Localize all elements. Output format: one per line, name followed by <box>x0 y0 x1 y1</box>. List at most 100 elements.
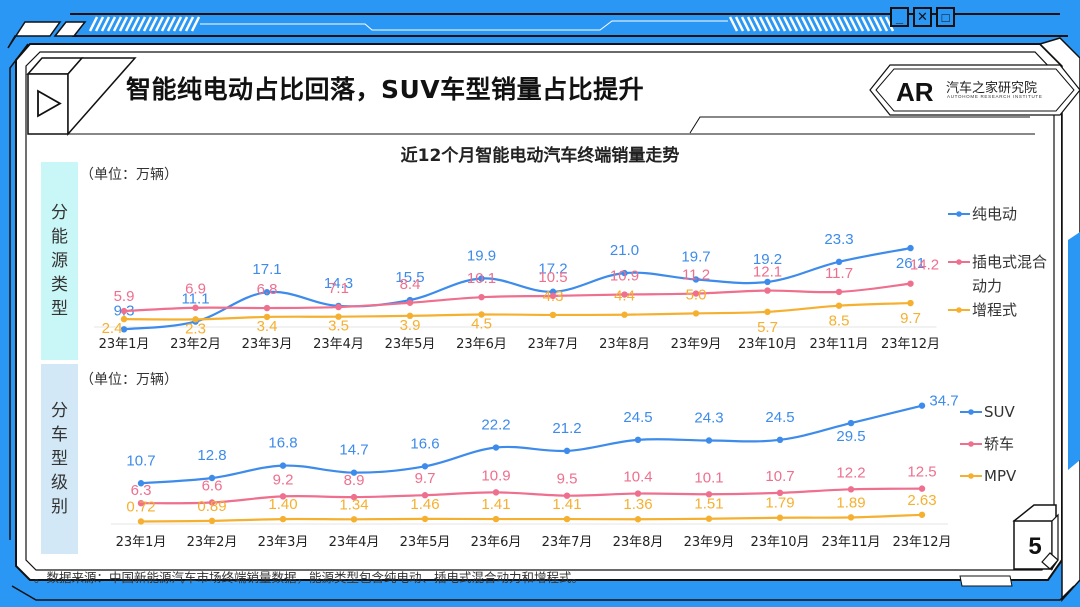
x-tick-label: 23年4月 <box>329 535 380 550</box>
data-label: 6.8 <box>257 281 278 298</box>
section-label-char: 车 <box>51 425 68 445</box>
data-label: 12.5 <box>907 464 936 481</box>
data-point <box>192 304 199 311</box>
x-tick-label: 23年9月 <box>671 337 722 352</box>
data-label: 0.72 <box>126 498 155 515</box>
minimize-button[interactable]: _ <box>890 7 909 27</box>
data-point <box>478 311 485 318</box>
data-label: 10.7 <box>765 468 794 485</box>
data-label: 5.0 <box>686 286 707 303</box>
data-point <box>621 291 628 298</box>
data-point <box>478 275 485 282</box>
data-label: 16.8 <box>268 435 297 452</box>
series-line-1 <box>140 487 923 505</box>
data-label: 9.5 <box>557 471 578 488</box>
data-point <box>918 511 926 518</box>
data-point <box>279 515 287 523</box>
data-label: 10.9 <box>610 268 639 285</box>
x-tick-label: 23年3月 <box>242 337 293 352</box>
hatch-left <box>88 16 201 32</box>
x-tick-label: 23年6月 <box>471 535 522 550</box>
data-point <box>350 469 358 476</box>
data-point <box>279 462 287 469</box>
data-label: 3.9 <box>400 317 421 334</box>
data-point <box>764 308 771 316</box>
data-point <box>907 244 914 252</box>
section-label-char: 分 <box>51 401 68 421</box>
data-point <box>918 485 926 492</box>
section-label-char: 分 <box>51 203 68 223</box>
maximize-button[interactable]: □ <box>936 7 955 27</box>
close-button[interactable]: ✕ <box>913 7 932 27</box>
data-label: 11.1 <box>181 291 209 308</box>
data-point <box>137 518 145 525</box>
data-label: 26.1 <box>896 255 925 272</box>
footnote: 。数据来源：中国新能源汽车市场终端销量数据，能源类型包含纯电动、插电式混合动力和… <box>34 570 585 585</box>
data-point <box>764 278 771 286</box>
data-point <box>835 288 843 296</box>
series-line-2 <box>140 513 923 523</box>
legend-label: SUV <box>984 403 1016 421</box>
data-label: 10.4 <box>623 469 652 486</box>
data-point <box>279 493 287 500</box>
data-label: 4.4 <box>614 288 635 305</box>
data-point <box>335 313 342 320</box>
legend-marker <box>968 473 974 479</box>
legend-label: 插电式混合 <box>972 253 1047 271</box>
legend-label: 增程式 <box>972 301 1017 319</box>
data-label: 21.0 <box>610 242 639 259</box>
data-point <box>705 515 713 522</box>
data-point <box>907 280 914 287</box>
data-point <box>705 437 713 444</box>
data-point <box>208 499 216 506</box>
x-tick-label: 23年5月 <box>400 535 451 550</box>
x-tick-label: 23年12月 <box>881 337 940 352</box>
data-label: 22.2 <box>481 417 510 434</box>
legend-label: 轿车 <box>984 435 1014 453</box>
data-point <box>907 299 914 307</box>
data-label: 6.9 <box>185 281 206 298</box>
x-tick-label: 23年11月 <box>809 337 868 352</box>
data-point <box>350 493 358 501</box>
x-tick-label: 23年3月 <box>258 535 309 550</box>
data-point <box>692 310 700 317</box>
close-icon: ✕ <box>917 9 928 24</box>
data-point <box>263 289 271 296</box>
play-icon <box>37 89 62 118</box>
data-point <box>776 436 784 444</box>
data-point <box>549 292 557 300</box>
data-label: 1.34 <box>339 496 368 513</box>
data-label: 8.4 <box>400 276 421 293</box>
hatch-right <box>728 16 895 32</box>
data-label: 10.1 <box>694 469 723 486</box>
data-point <box>634 490 642 497</box>
data-label: 2.3 <box>185 320 206 337</box>
x-tick-label: 23年11月 <box>821 535 880 550</box>
section-label-char: 级 <box>51 473 68 493</box>
data-label: 17.1 <box>252 261 281 278</box>
data-point <box>692 276 700 283</box>
data-label: 6.3 <box>131 482 152 499</box>
section-label-vehicle: 分车型级别 <box>41 364 78 554</box>
data-label: 14.7 <box>339 442 368 459</box>
data-label: 4.5 <box>471 316 492 333</box>
data-label: 9.7 <box>900 310 921 327</box>
x-tick-label: 23年9月 <box>684 535 735 550</box>
data-label: 1.41 <box>552 496 581 513</box>
unit-label-top: （单位：万辆） <box>80 167 178 183</box>
data-point <box>208 474 216 482</box>
data-label: 3.5 <box>328 318 349 335</box>
data-point <box>192 316 199 323</box>
data-label: 10.5 <box>538 269 567 286</box>
x-tick-label: 23年12月 <box>892 535 951 550</box>
data-point <box>406 312 414 320</box>
data-label: 8.5 <box>829 313 850 330</box>
series-line-0 <box>140 404 923 485</box>
page-title: 智能纯电动占比回落，SUV车型销量占比提升 <box>126 75 645 104</box>
data-label: 15.5 <box>395 269 424 286</box>
section-label-energy: 分能源类型 <box>41 162 78 360</box>
data-point <box>492 515 500 523</box>
series-line-1 <box>123 282 911 313</box>
legend-marker <box>956 259 962 265</box>
